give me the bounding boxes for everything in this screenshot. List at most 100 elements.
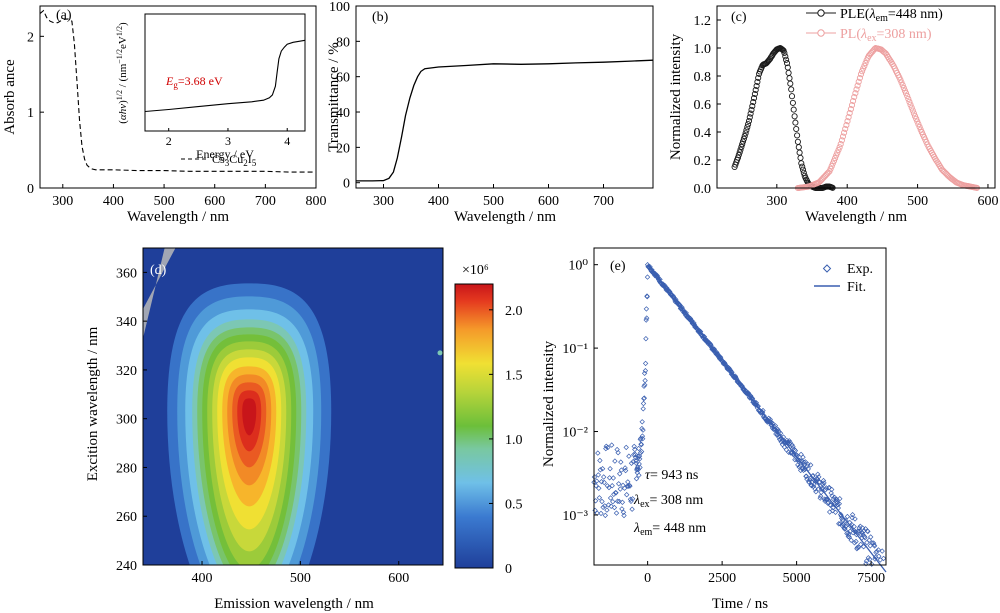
ple-point (783, 56, 790, 63)
decay-exp-point (642, 368, 649, 374)
ple-point (750, 95, 758, 102)
panel-b: 300 400 500 600 700 0 20 40 60 80 100 (b) Waveleng… (326, 0, 654, 225)
decay-exp-point (610, 475, 616, 481)
pl-point (899, 82, 906, 89)
pl-point (843, 122, 850, 129)
decay-exp-point (813, 489, 819, 495)
panel-c-xtick-label: 600 (977, 194, 998, 209)
decay-exp-point (642, 377, 648, 384)
panel-c-ticks: 300 400 500 600 0.0 0.2 0.4 0.6 0.8 1.0 1.2 (694, 14, 999, 209)
decay-exp-point (817, 479, 823, 485)
inset-tauc-plot: 2 3 4 Energy / eV (αhν)1/2 / (nm−1/2eV1/2)… (115, 13, 306, 161)
decay-exp-point (624, 492, 630, 498)
legend-marker-ple (817, 9, 825, 17)
decay-exp-point (636, 445, 642, 452)
panel-b-ytick-label: 60 (336, 71, 350, 86)
ple-point (743, 127, 750, 134)
decay-exp-point (801, 459, 807, 465)
decay-exp-point (605, 502, 612, 508)
pl-point (846, 110, 853, 117)
ple-point (750, 99, 757, 106)
decay-exp-point (830, 505, 836, 511)
decay-exp-point (867, 556, 873, 562)
ple-point (794, 138, 801, 145)
panel-d-ytick-label: 300 (116, 413, 137, 428)
decay-exp-point (595, 472, 601, 478)
decay-exp-point (638, 448, 645, 455)
decay-exp-point (614, 498, 621, 504)
pl-point (909, 107, 916, 114)
decay-exp-point (863, 558, 870, 564)
panel-d-ticks: 400 500 600 240 260 280 300 320 340 360 (116, 266, 409, 586)
panel-c-ytick-label: 1.0 (694, 42, 712, 57)
pl-point (862, 60, 869, 67)
legend-label-pl: PL(λex=308 nm) (840, 27, 932, 44)
panel-d-ytick-label: 340 (116, 315, 137, 330)
decay-exp-point (619, 506, 625, 512)
decay-exp-point (632, 451, 638, 458)
ple-point (736, 149, 743, 156)
ple-point (785, 69, 792, 76)
decay-exp-point (852, 516, 858, 522)
panel-d-xlabel: Emission wavelength / nm (214, 596, 374, 612)
panel-d-xtick-label: 500 (290, 571, 311, 586)
decay-exp-point (871, 543, 878, 549)
pl-point (907, 101, 914, 108)
inset-ylabel: (αhν)1/2 / (nm−1/2eV1/2) (115, 22, 129, 124)
panel-b-xtick-label: 500 (483, 194, 504, 209)
decay-exp-point (637, 456, 643, 462)
panel-e-xtick-label: 7500 (857, 571, 885, 586)
pl-point (859, 68, 866, 75)
decay-exp-point (625, 483, 631, 489)
decay-exp-point (620, 482, 626, 488)
legend-marker-exp (822, 264, 832, 273)
panel-a-ytick-label: 2 (27, 30, 34, 45)
pl-point (861, 62, 868, 69)
ple-point (779, 46, 786, 53)
decay-exp-point (642, 360, 649, 367)
colorbar (454, 283, 494, 569)
panel-a-xtick-label: 300 (52, 194, 73, 209)
decay-exp-point (645, 263, 652, 270)
decay-exp-point (855, 528, 861, 534)
pl-point (854, 82, 861, 89)
decay-exp-point (792, 457, 798, 463)
decay-exp-point (643, 336, 649, 342)
decay-exp-point (637, 464, 643, 471)
decay-exp-point (611, 491, 617, 497)
legend-label-ple: PLE(λem=448 nm) (840, 7, 943, 24)
decay-exp-point (596, 485, 602, 491)
decay-exp-point (642, 382, 648, 388)
decay-exp-point (843, 518, 849, 524)
decay-exp-point (608, 503, 614, 509)
decay-exp-point (627, 483, 633, 489)
panel-b-frame (355, 5, 654, 189)
decay-exp-point (849, 512, 856, 518)
decay-exp-point (800, 454, 806, 460)
decay-exp-point (594, 478, 600, 484)
panel-b-ytick-label: 80 (336, 35, 350, 50)
decay-exp-point (777, 433, 783, 439)
decay-exp-point (629, 506, 635, 512)
pl-point (855, 78, 862, 85)
inset-frame (144, 13, 306, 132)
panel-c-ytick-label: 0.4 (694, 126, 712, 141)
decay-exp-point (777, 436, 783, 443)
inset-series (144, 39, 306, 113)
decay-exp-point (854, 544, 861, 551)
panel-c-frame (716, 5, 996, 189)
panel-c-ytick-label: 0.8 (694, 70, 712, 85)
panel-d-ytick-label: 240 (116, 559, 137, 574)
decay-exp-point (816, 474, 822, 480)
decay-exp-point (644, 315, 650, 321)
decay-exp-point (859, 530, 865, 536)
decay-exp-point (617, 471, 623, 477)
pl-point (902, 90, 910, 97)
decay-exp-point (834, 496, 840, 503)
colorbar-multiplier: ×10⁶ (462, 263, 489, 278)
decay-exp-point (617, 486, 623, 492)
colorbar-tick-label: 2.0 (505, 304, 523, 319)
inset-xtick-label: 3 (225, 134, 231, 148)
decay-exp-point (638, 442, 644, 448)
